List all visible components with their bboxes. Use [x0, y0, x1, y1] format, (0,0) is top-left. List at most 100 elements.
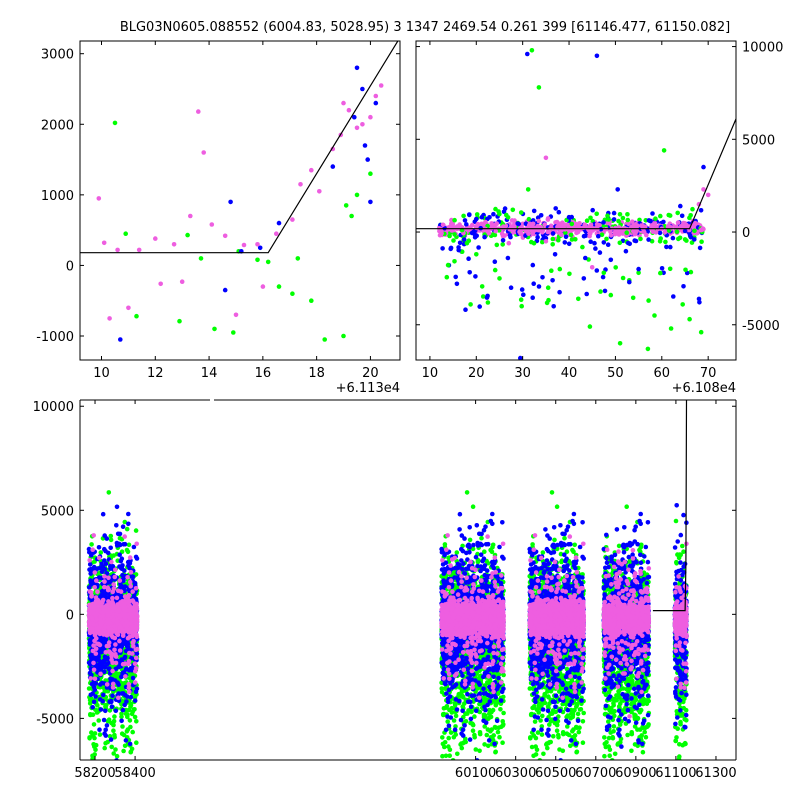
lightcurve-point [87, 736, 92, 741]
lightcurve-point [134, 719, 139, 724]
blue-point [493, 259, 498, 264]
lightcurve-point [104, 703, 109, 708]
lightcurve-point [112, 719, 117, 724]
baseline-point [473, 274, 478, 279]
green-point [687, 317, 692, 322]
pink-point [706, 193, 711, 198]
pink-point [474, 226, 479, 231]
y-tick-label: -5000 [742, 319, 780, 334]
lightcurve-point [99, 550, 104, 555]
lightcurve-point [124, 738, 129, 743]
baseline-point [546, 298, 551, 303]
green-point [526, 187, 531, 192]
lightcurve-point [114, 708, 119, 713]
green-point [368, 171, 373, 176]
baseline-point [680, 214, 685, 219]
figure: BLG03N0605.088552 (6004.83, 5028.95) 3 1… [0, 0, 800, 800]
green-point [212, 327, 217, 332]
green-point [519, 304, 524, 309]
lightcurve-point [100, 565, 105, 570]
green-point [486, 300, 491, 305]
baseline-point [441, 223, 446, 228]
baseline-point [692, 229, 697, 234]
lightcurve-point [88, 671, 93, 676]
lightcurve-point [88, 578, 93, 583]
axes-frame [416, 41, 736, 360]
lightcurve-point [121, 708, 126, 713]
baseline-point [551, 304, 556, 309]
lightcurve-point [134, 528, 139, 533]
x-offset-label: +6.108e4 [672, 381, 736, 396]
baseline-point [613, 265, 618, 270]
pink-point [115, 248, 120, 253]
green-point [255, 258, 260, 263]
lightcurve-point [105, 723, 110, 728]
lightcurve-point [130, 589, 135, 594]
lightcurve-point [109, 699, 114, 704]
lightcurve-point [97, 658, 102, 663]
lightcurve-point [100, 699, 105, 704]
lightcurve-point [126, 512, 131, 517]
baseline-point [557, 290, 562, 295]
lightcurve-point [125, 548, 130, 553]
lightcurve-point [104, 733, 109, 738]
blue-point [228, 200, 233, 205]
x-tick-label: 16 [255, 366, 272, 381]
lightcurve-point [129, 695, 134, 700]
pink-point [153, 236, 158, 241]
baseline-point [452, 218, 457, 223]
lightcurve-point [93, 677, 98, 682]
lightcurve-point [93, 731, 98, 736]
green-point [474, 252, 479, 257]
pink-point [102, 241, 107, 246]
green-point [349, 214, 354, 219]
baseline-point [658, 271, 663, 276]
lightcurve-point [87, 567, 92, 572]
baseline-point [567, 242, 572, 247]
y-tick-label: 0 [742, 226, 750, 241]
baseline-point [511, 208, 516, 213]
baseline-point [663, 230, 668, 235]
green-point [344, 203, 349, 208]
baseline-point [468, 302, 473, 307]
pink-point [274, 231, 279, 236]
lightcurve-point [117, 552, 122, 557]
baseline-point [493, 207, 498, 212]
lightcurve-point [121, 574, 126, 579]
blue-point [664, 245, 669, 250]
baseline-point [573, 237, 578, 242]
lightcurve-point [88, 676, 93, 681]
baseline-point [479, 222, 484, 227]
baseline-point [634, 239, 639, 244]
baseline-point [699, 208, 704, 213]
baseline-point [618, 241, 623, 246]
lightcurve-point [89, 542, 94, 547]
baseline-point [595, 268, 600, 273]
baseline-point [506, 215, 511, 220]
pink-point [97, 196, 102, 201]
blue-point [692, 237, 697, 242]
baseline-point [556, 238, 561, 243]
baseline-point [526, 231, 531, 236]
baseline-point [557, 210, 562, 215]
baseline-point [466, 256, 471, 261]
lightcurve-point [134, 690, 139, 695]
baseline-point [455, 282, 460, 287]
lightcurve-point [121, 749, 126, 754]
green-point [123, 231, 128, 236]
pink-point [317, 189, 322, 194]
baseline-point [671, 294, 676, 299]
lightcurve-point [122, 534, 127, 539]
baseline-point [503, 206, 508, 211]
lightcurve-point [97, 545, 102, 550]
lightcurve-point [133, 698, 138, 703]
pink-point [290, 217, 295, 222]
baseline-point [467, 212, 472, 217]
model-curve [416, 119, 736, 229]
lightcurve-point [128, 704, 133, 709]
lightcurve-point [101, 693, 106, 698]
lightcurve-point [113, 747, 118, 752]
baseline-point [564, 235, 569, 240]
lightcurve-point [125, 527, 130, 532]
lightcurve-point [99, 707, 104, 712]
